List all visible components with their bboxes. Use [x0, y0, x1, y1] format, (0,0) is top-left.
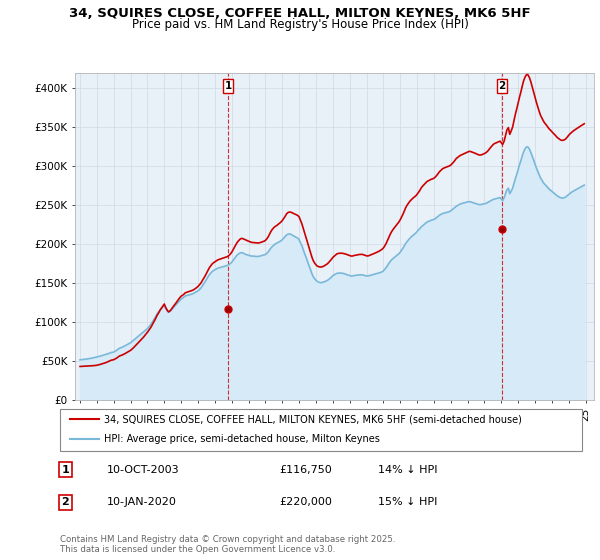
FancyBboxPatch shape [60, 409, 582, 451]
Text: 10-OCT-2003: 10-OCT-2003 [107, 465, 179, 475]
Text: 10-JAN-2020: 10-JAN-2020 [107, 497, 177, 507]
Text: 2: 2 [498, 81, 505, 91]
Text: 2: 2 [61, 497, 69, 507]
Text: HPI: Average price, semi-detached house, Milton Keynes: HPI: Average price, semi-detached house,… [104, 434, 380, 444]
Text: 1: 1 [224, 81, 232, 91]
Text: 14% ↓ HPI: 14% ↓ HPI [379, 465, 438, 475]
Text: 15% ↓ HPI: 15% ↓ HPI [379, 497, 438, 507]
Text: Price paid vs. HM Land Registry's House Price Index (HPI): Price paid vs. HM Land Registry's House … [131, 18, 469, 31]
Text: 34, SQUIRES CLOSE, COFFEE HALL, MILTON KEYNES, MK6 5HF (semi-detached house): 34, SQUIRES CLOSE, COFFEE HALL, MILTON K… [104, 414, 522, 424]
Text: 1: 1 [61, 465, 69, 475]
Text: Contains HM Land Registry data © Crown copyright and database right 2025.
This d: Contains HM Land Registry data © Crown c… [60, 535, 395, 554]
Text: 34, SQUIRES CLOSE, COFFEE HALL, MILTON KEYNES, MK6 5HF: 34, SQUIRES CLOSE, COFFEE HALL, MILTON K… [69, 7, 531, 20]
Text: £116,750: £116,750 [279, 465, 332, 475]
Text: £220,000: £220,000 [279, 497, 332, 507]
